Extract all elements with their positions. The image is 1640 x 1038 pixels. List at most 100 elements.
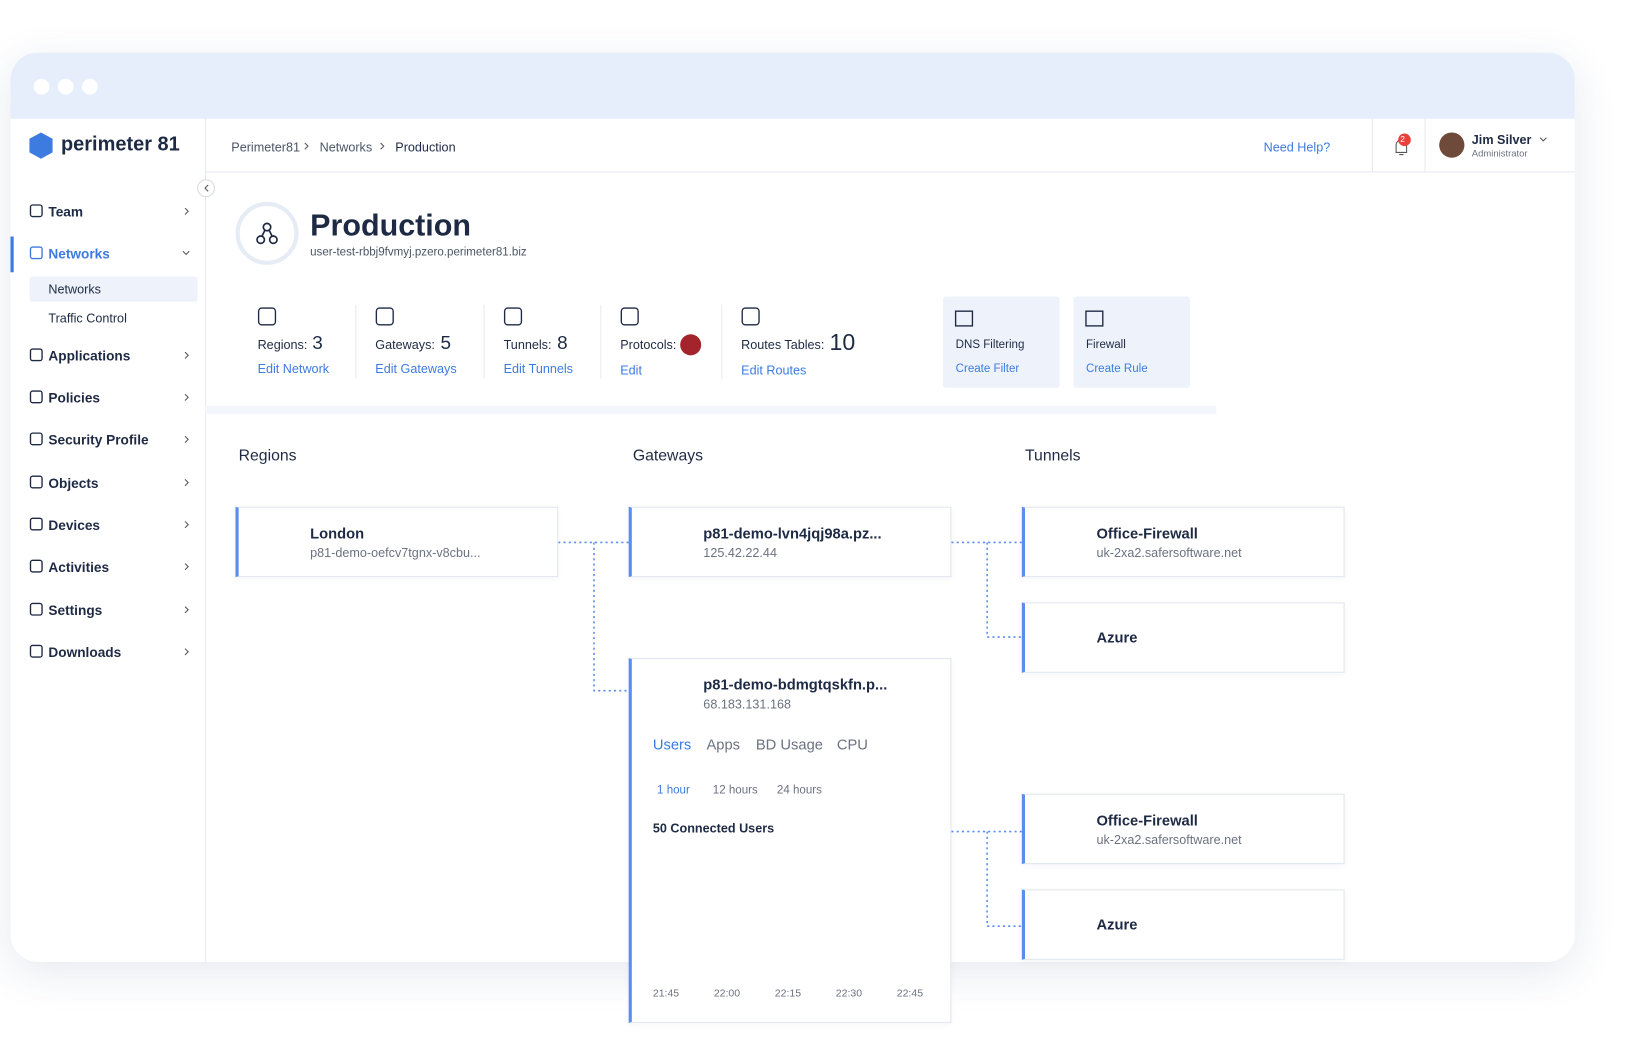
card-title: p81-demo-bdmgtqskfn.p... <box>703 675 888 693</box>
stat-icon <box>741 307 760 326</box>
feature-label: Firewall <box>1085 338 1126 352</box>
stat-divider <box>355 304 357 379</box>
network-icon <box>256 222 278 245</box>
feature-icon <box>1085 310 1104 327</box>
card <box>235 506 559 578</box>
card <box>628 658 952 1023</box>
time-label: 22:15 <box>774 988 802 1000</box>
page-title: Production <box>310 209 472 243</box>
connectors <box>558 541 1022 927</box>
nav-icon <box>29 432 43 446</box>
nav-item[interactable]: Devices <box>48 517 101 533</box>
card <box>1021 602 1345 673</box>
tab[interactable]: CPU <box>836 735 868 753</box>
range[interactable]: 24 hours <box>776 784 822 797</box>
range[interactable]: 1 hour <box>657 784 690 797</box>
card-title: p81-demo-lvn4jqj98a.pz... <box>703 524 882 542</box>
stat-link[interactable]: Edit Gateways <box>375 361 457 377</box>
user-name: Jim Silver <box>1471 132 1532 148</box>
chevron <box>184 479 189 487</box>
nav-item[interactable]: Activities <box>48 559 110 576</box>
feature-link[interactable]: Create Rule <box>1085 362 1148 376</box>
user-role: Administrator <box>1471 148 1528 159</box>
tab[interactable]: Users <box>652 735 692 753</box>
stat-icon <box>375 307 394 326</box>
stat-label: Routes Tables: <box>741 337 825 353</box>
stat-divider <box>483 304 485 379</box>
breadcrumb-link[interactable]: Perimeter81 <box>231 139 301 155</box>
chevron <box>184 435 189 443</box>
divider <box>1424 118 1426 172</box>
collapse-button[interactable] <box>197 179 215 198</box>
card-subtitle: uk-2xa2.safersoftware.net <box>1096 832 1242 848</box>
stat-divider <box>721 304 723 379</box>
stat-label: Tunnels: <box>503 337 552 353</box>
stat-link[interactable]: Edit Network <box>257 361 330 377</box>
chevron <box>184 207 189 215</box>
stat-link[interactable]: Edit Tunnels <box>503 361 573 377</box>
nav-item[interactable]: Policies <box>48 390 101 406</box>
chevron <box>380 142 385 150</box>
chevron <box>184 606 189 614</box>
badge <box>1398 133 1411 147</box>
stat-label: Regions: <box>257 337 308 353</box>
chevron <box>184 563 189 571</box>
nav-item[interactable]: Networks <box>48 245 110 262</box>
feature-label: DNS Filtering <box>955 338 1025 352</box>
card <box>628 506 952 578</box>
help-link[interactable]: Need Help? <box>1263 139 1331 155</box>
nav-item[interactable]: Team <box>48 203 84 220</box>
sub-nav-item[interactable]: Traffic Control <box>48 311 127 326</box>
time-label: 21:45 <box>652 988 680 1000</box>
chevron <box>184 648 189 656</box>
sub-nav-item[interactable]: Networks <box>48 281 101 297</box>
breadcrumb-link[interactable]: Networks <box>319 139 373 155</box>
avatar[interactable] <box>1439 132 1465 158</box>
stat-link[interactable]: Edit <box>620 362 643 378</box>
stat-value: 5 <box>440 332 452 354</box>
column-title: Tunnels <box>1024 446 1081 465</box>
card <box>1021 889 1345 960</box>
window-dot <box>81 78 98 95</box>
nav-icon <box>29 390 43 404</box>
stat-value: 8 <box>557 332 568 354</box>
nav-item[interactable]: Applications <box>48 347 131 364</box>
title-bar <box>10 52 1575 119</box>
nav-item[interactable]: Downloads <box>48 644 122 661</box>
time-label: 22:45 <box>896 988 924 1000</box>
nav-icon <box>29 644 43 658</box>
nav-item[interactable]: Settings <box>48 602 103 619</box>
feature-link[interactable]: Create Filter <box>955 362 1020 376</box>
card-title: Azure <box>1096 915 1138 933</box>
card <box>1021 506 1345 578</box>
time-label: 22:30 <box>835 988 863 1000</box>
stat-value: 3 <box>312 332 323 354</box>
nav-icon <box>29 559 43 573</box>
chevron <box>184 521 189 529</box>
logo-text: perimeter 81 <box>60 133 180 156</box>
metric: 50 Connected Users <box>652 821 775 836</box>
range[interactable]: 12 hours <box>712 784 758 797</box>
tab[interactable]: BD Usage <box>755 735 823 753</box>
card <box>1021 793 1345 865</box>
breadcrumb-link[interactable]: Production <box>395 139 456 155</box>
tab[interactable]: Apps <box>706 735 741 753</box>
active-subitem <box>29 276 198 302</box>
card-title: Azure <box>1096 628 1138 646</box>
card-subtitle: 125.42.22.44 <box>703 545 777 561</box>
time-label: 22:00 <box>713 988 741 1000</box>
nav-icon <box>29 204 43 218</box>
nav-item[interactable]: Objects <box>48 475 99 491</box>
nav-item[interactable]: Security Profile <box>48 432 149 448</box>
page-icon <box>235 201 299 265</box>
stat-icon <box>503 307 523 326</box>
stat-divider <box>600 304 602 379</box>
active-indicator <box>10 236 14 273</box>
chevron <box>204 184 209 192</box>
card-subtitle: p81-demo-oefcv7tgnx-v8cbu... <box>310 545 481 561</box>
stat-label: Protocols: <box>620 337 677 353</box>
stat-link[interactable]: Edit Routes <box>741 362 807 378</box>
card-title: Office-Firewall <box>1096 811 1198 829</box>
card-subtitle: 68.183.131.168 <box>703 696 792 712</box>
